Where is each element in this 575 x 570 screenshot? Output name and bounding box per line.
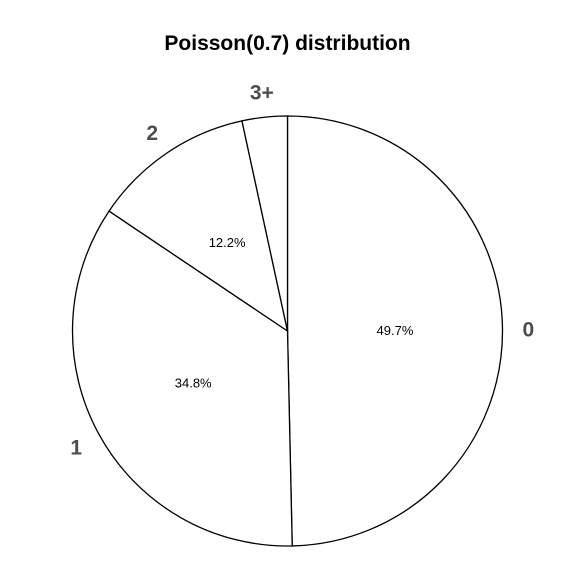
- category-label: 0: [522, 318, 534, 341]
- pie-slices: [71, 115, 504, 547]
- pie-slice-2: [108, 120, 289, 333]
- percent-label: 12.2%: [209, 235, 246, 250]
- percent-labels: 49.7% 34.8% 12.2%: [175, 235, 414, 391]
- percent-label: 49.7%: [377, 323, 414, 338]
- percent-label: 34.8%: [175, 376, 212, 391]
- pie-slice-0: [286, 115, 504, 547]
- category-label: 1: [70, 437, 82, 460]
- category-label: 2: [146, 122, 158, 145]
- category-labels: 0 1 2 3+: [70, 82, 534, 460]
- pie-slice-3: [241, 115, 289, 332]
- category-label: 3+: [250, 82, 274, 105]
- chart-title: Poisson(0.7) distribution: [164, 32, 410, 55]
- pie-slice-1: [71, 210, 293, 547]
